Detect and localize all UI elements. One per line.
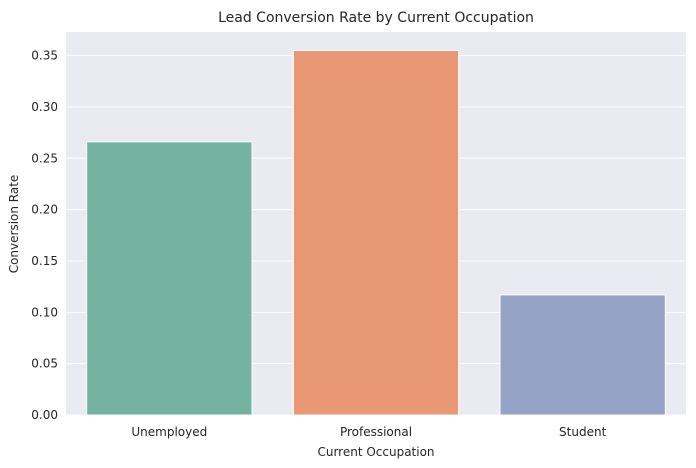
x-axis-ticks: Unemployed Professional Student xyxy=(131,425,606,439)
y-tick-label: 0.15 xyxy=(31,254,58,268)
x-axis-label: Current Occupation xyxy=(317,445,434,459)
bars xyxy=(86,49,666,416)
y-tick-label: 0.10 xyxy=(31,305,58,319)
x-tick-label: Professional xyxy=(340,425,412,439)
y-axis-label: Conversion Rate xyxy=(7,175,21,274)
y-tick-label: 0.05 xyxy=(31,357,58,371)
x-tick-label: Student xyxy=(559,425,607,439)
y-tick-label: 0.00 xyxy=(31,408,58,422)
y-axis-ticks: 0.00 0.05 0.10 0.15 0.20 0.25 0.30 0.35 xyxy=(31,49,58,422)
y-tick-label: 0.35 xyxy=(31,49,58,63)
bar-professional xyxy=(292,49,460,416)
bar-student xyxy=(499,294,666,416)
y-tick-label: 0.25 xyxy=(31,151,58,165)
y-tick-label: 0.30 xyxy=(31,100,58,114)
x-tick-label: Unemployed xyxy=(131,425,207,439)
y-tick-label: 0.20 xyxy=(31,203,58,217)
bar-unemployed xyxy=(86,141,253,416)
chart-title: Lead Conversion Rate by Current Occupati… xyxy=(218,10,534,26)
